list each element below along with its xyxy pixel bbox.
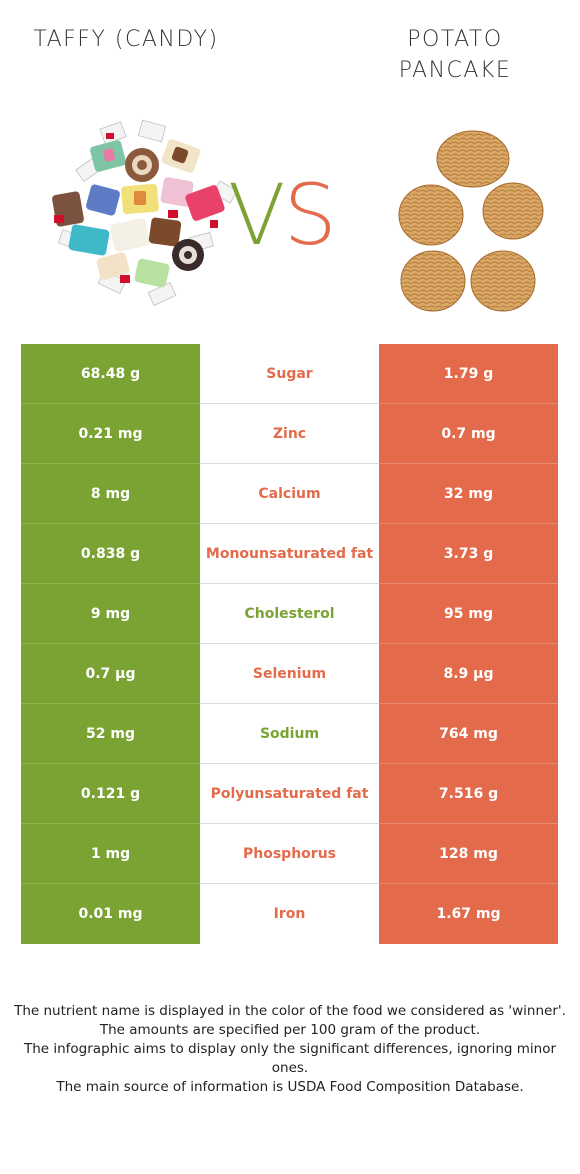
table-row: 8 mg Calcium 32 mg	[21, 464, 558, 524]
footer-line-1: The nutrient name is displayed in the co…	[14, 1003, 566, 1019]
footer-line-4: The main source of information is USDA F…	[56, 1079, 524, 1095]
left-value: 0.7 µg	[21, 644, 200, 704]
footer-line-2: The amounts are specified per 100 gram o…	[99, 1022, 481, 1038]
left-value: 0.838 g	[21, 524, 200, 584]
footer-notes: The nutrient name is displayed in the co…	[14, 1002, 566, 1097]
table-row: 0.7 µg Selenium 8.9 µg	[21, 644, 558, 704]
right-value: 0.7 mg	[379, 404, 558, 464]
right-value: 128 mg	[379, 824, 558, 884]
left-value: 0.01 mg	[21, 884, 200, 944]
right-value: 8.9 µg	[379, 644, 558, 704]
table-row: 0.121 g Polyunsaturated fat 7.516 g	[21, 764, 558, 824]
left-value: 8 mg	[21, 464, 200, 524]
nutrient-name: Iron	[200, 884, 379, 944]
right-value: 32 mg	[379, 464, 558, 524]
nutrient-name: Polyunsaturated fat	[200, 764, 379, 824]
right-value: 764 mg	[379, 704, 558, 764]
nutrient-name: Sugar	[200, 344, 379, 404]
nutrient-name: Sodium	[200, 704, 379, 764]
table-row: 0.21 mg Zinc 0.7 mg	[21, 404, 558, 464]
taffy-candy-image	[52, 119, 238, 306]
right-value: 7.516 g	[379, 764, 558, 824]
left-value: 0.21 mg	[21, 404, 200, 464]
table-row: 68.48 g Sugar 1.79 g	[21, 344, 558, 404]
table-row: 52 mg Sodium 764 mg	[21, 704, 558, 764]
vs-v: V	[228, 166, 285, 264]
vs-s: S	[283, 166, 336, 264]
left-value: 68.48 g	[21, 344, 200, 404]
vs-label: VS	[228, 165, 337, 265]
table-row: 0.838 g Monounsaturated fat 3.73 g	[21, 524, 558, 584]
nutrient-name: Phosphorus	[200, 824, 379, 884]
table-row: 1 mg Phosphorus 128 mg	[21, 824, 558, 884]
left-value: 9 mg	[21, 584, 200, 644]
nutrient-name: Cholesterol	[200, 584, 379, 644]
nutrient-name: Calcium	[200, 464, 379, 524]
right-food-title: POTATO PANCAKE	[398, 27, 512, 83]
right-value: 3.73 g	[379, 524, 558, 584]
right-value: 95 mg	[379, 584, 558, 644]
left-value: 52 mg	[21, 704, 200, 764]
nutrient-name: Monounsaturated fat	[200, 524, 379, 584]
potato-pancake-image	[398, 130, 544, 312]
right-value: 1.67 mg	[379, 884, 558, 944]
right-value: 1.79 g	[379, 344, 558, 404]
nutrient-comparison-table: 68.48 g Sugar 1.79 g 0.21 mg Zinc 0.7 mg 8 mg C…	[21, 344, 558, 944]
left-value: 0.121 g	[21, 764, 200, 824]
table-row: 0.01 mg Iron 1.67 mg	[21, 884, 558, 944]
nutrient-name: Zinc	[200, 404, 379, 464]
left-food-title: TAFFY (CANDY)	[33, 27, 219, 52]
nutrient-name: Selenium	[200, 644, 379, 704]
left-value: 1 mg	[21, 824, 200, 884]
table-row: 9 mg Cholesterol 95 mg	[21, 584, 558, 644]
footer-line-3: The infographic aims to display only the…	[23, 1041, 557, 1076]
